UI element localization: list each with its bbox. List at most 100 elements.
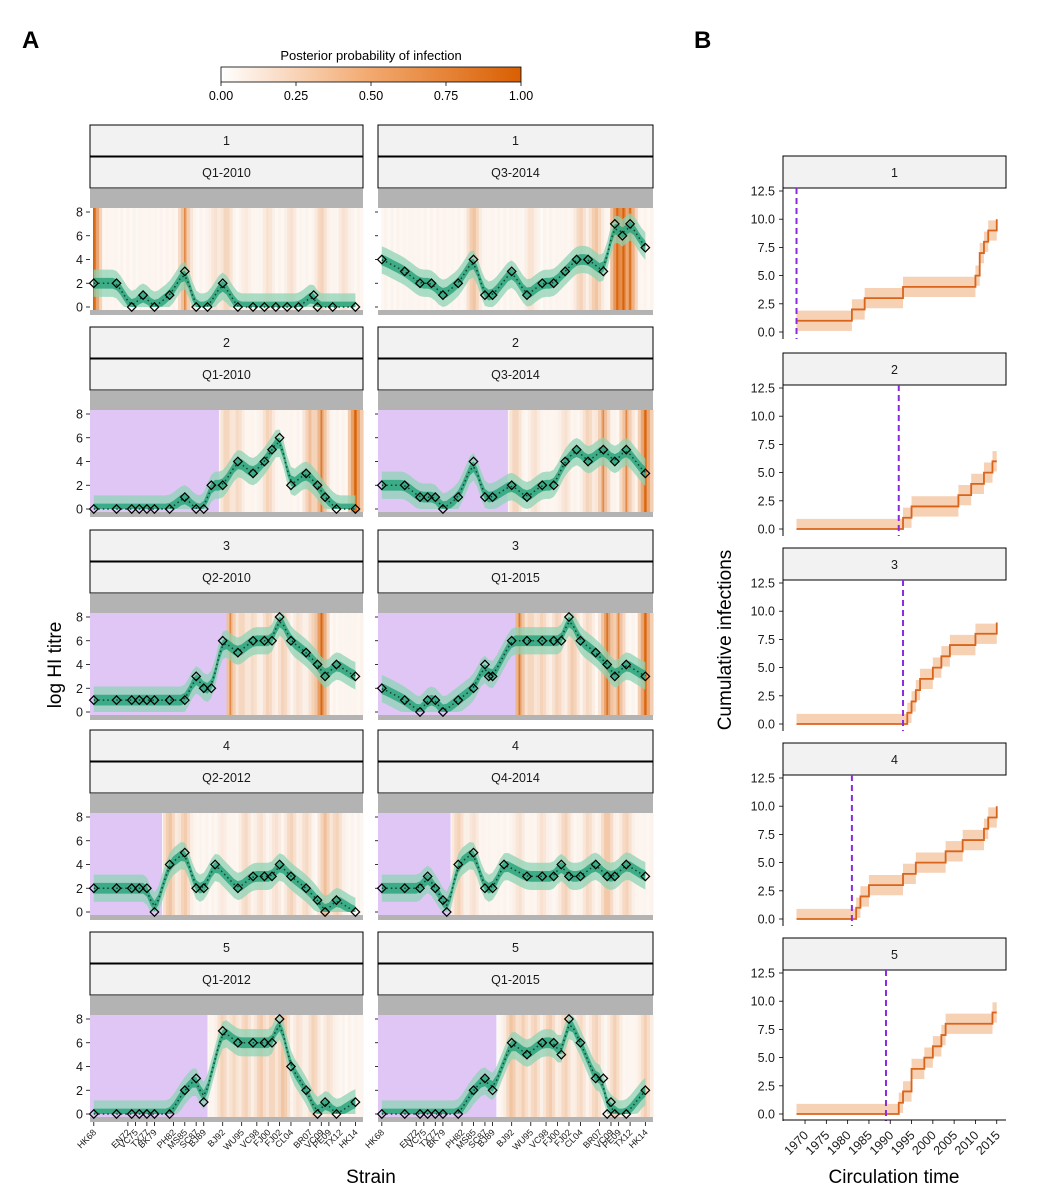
- heat-strip: [272, 1015, 276, 1117]
- heat-strip: [637, 1015, 642, 1117]
- observed-titre-point: [88, 503, 99, 515]
- heat-strip: [199, 208, 203, 310]
- heat-strip: [558, 613, 562, 715]
- facet-strip-individual: [89, 124, 364, 157]
- heat-strip: [359, 410, 364, 512]
- heat-strip: [539, 613, 544, 715]
- observed-titre-point: [164, 859, 175, 870]
- heat-strip: [423, 208, 428, 310]
- heat-strip: [616, 1015, 620, 1117]
- observed-titre-point: [331, 1108, 342, 1120]
- heat-strip: [302, 813, 306, 915]
- heat-strip: [226, 410, 231, 512]
- facet-strip-sample: [377, 561, 654, 594]
- heat-strip: [302, 1015, 306, 1117]
- heat-strip: [356, 410, 361, 512]
- observed-titre-point: [441, 906, 452, 918]
- observed-titre-point: [422, 1108, 433, 1120]
- heat-strip: [561, 613, 565, 715]
- observed-titre-point: [602, 659, 613, 670]
- facet-baseline: [90, 915, 363, 920]
- facet-gray-bar: [378, 594, 653, 613]
- observed-titre-point: [453, 492, 464, 503]
- heat-strip: [284, 613, 288, 715]
- heat-strip: [329, 410, 334, 512]
- observed-titre-point: [198, 503, 209, 515]
- y-tick-label: 4: [76, 658, 83, 672]
- heat-strip: [256, 1015, 261, 1117]
- observed-titre-point: [376, 480, 387, 491]
- observed-titre-point: [198, 683, 209, 694]
- observed-titre-point: [259, 1037, 270, 1048]
- heat-strip: [290, 410, 294, 512]
- observed-titre-point: [301, 1085, 312, 1096]
- heat-strip: [320, 1015, 325, 1117]
- heat-strip: [329, 208, 334, 310]
- heat-strip: [646, 208, 651, 310]
- observed-titre-point: [453, 278, 464, 289]
- observed-titre-point: [590, 1073, 601, 1084]
- y-tick-label: 2.5: [758, 494, 775, 508]
- facet-strip-sample: [377, 156, 654, 189]
- heat-strip: [484, 208, 489, 310]
- observed-titre-point: [164, 1108, 175, 1120]
- y-tick-label: 10.0: [751, 213, 775, 227]
- observed-titre-point: [285, 871, 297, 882]
- heat-strip: [299, 208, 303, 310]
- observed-titre-point: [312, 1108, 323, 1120]
- heat-strip: [317, 1015, 322, 1117]
- observed-titre-point: [571, 254, 582, 265]
- heat-strip: [570, 1015, 575, 1117]
- heat-strip: [521, 613, 526, 715]
- observed-titre-point: [560, 266, 571, 277]
- facet-sample-label: Q1-2012: [202, 973, 251, 987]
- heat-strip: [555, 410, 559, 512]
- heat-strip: [527, 208, 532, 310]
- heat-strip: [290, 613, 294, 715]
- observed-titre-point: [548, 871, 559, 882]
- observed-titre-point: [640, 242, 651, 253]
- observed-titre-point: [479, 1073, 491, 1084]
- facet-sample-label: Q4-2014: [491, 771, 540, 785]
- x-axis-title: Strain: [346, 1167, 396, 1188]
- heat-strip: [643, 813, 648, 915]
- heat-strip: [287, 208, 291, 310]
- heat-strip: [284, 1015, 288, 1117]
- observed-titre-point: [126, 503, 137, 515]
- facet-gray-bar: [378, 794, 653, 813]
- y-tick-label: 0: [76, 906, 83, 920]
- facet-individual-label: 4: [512, 739, 519, 753]
- observed-titre-point: [266, 1037, 278, 1048]
- y-tick-label: 4: [76, 455, 83, 469]
- heat-strip: [302, 410, 306, 512]
- facet-strip-sample: [89, 156, 364, 189]
- heat-strip: [332, 410, 337, 512]
- heat-strip: [335, 208, 340, 310]
- heat-strip: [272, 208, 276, 310]
- observed-titre-point: [149, 695, 160, 706]
- heat-strip: [253, 613, 258, 715]
- heat-strip: [350, 410, 355, 512]
- heat-strip: [253, 1015, 258, 1117]
- heat-strip: [202, 813, 206, 915]
- heat-strip: [238, 208, 243, 310]
- x-axis-title: Circulation time: [829, 1167, 960, 1188]
- heat-strip: [217, 1015, 222, 1117]
- cumulative-band: [796, 612, 997, 724]
- heat-strip: [232, 1015, 237, 1117]
- observed-titre-point: [134, 1108, 145, 1120]
- observed-titre-point: [602, 871, 613, 882]
- heat-strip: [356, 1015, 361, 1117]
- heat-strip: [202, 208, 206, 310]
- heat-strip: [344, 208, 349, 310]
- y-tick-label: 7.5: [758, 241, 775, 255]
- y-tick-label: 7.5: [758, 438, 775, 452]
- facet-strip-sample: [377, 963, 654, 996]
- observed-titre-point: [437, 706, 449, 718]
- heat-strip: [275, 1015, 279, 1117]
- heat-strip: [232, 613, 237, 715]
- facet-3: 2 Q1-2010 0 2 4 6 8: [76, 326, 364, 517]
- observed-titre-point: [399, 695, 410, 706]
- heat-strip: [625, 1015, 630, 1117]
- observed-titre-point: [582, 456, 594, 467]
